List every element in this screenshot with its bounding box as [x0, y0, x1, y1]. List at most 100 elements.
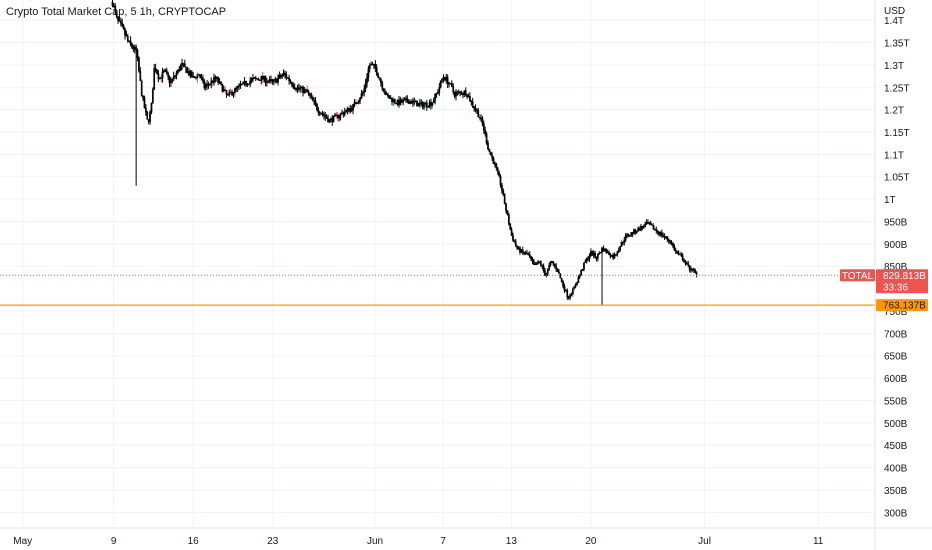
candle-body [695, 272, 698, 275]
candle-body [154, 68, 157, 71]
candle-body [208, 83, 211, 86]
candle-body [121, 23, 124, 26]
candle-body [630, 232, 633, 236]
candle-body [232, 92, 235, 96]
candle-body [361, 92, 364, 94]
candle-body [417, 103, 420, 107]
candle-body [380, 79, 382, 84]
candle-body [418, 103, 421, 105]
candle-body [521, 249, 524, 253]
candle-body [128, 40, 131, 42]
candle-body [633, 229, 635, 235]
candle-body [149, 112, 151, 122]
candle-body [548, 265, 551, 269]
candle-body [328, 119, 331, 123]
candle-body [410, 100, 413, 104]
price-axis[interactable]: USD 1.4T 1.35T 1.3T 1.25T 1.2T 1.15T 1.1T 1.05T… [884, 6, 910, 519]
candle-body [164, 70, 167, 72]
symbol-tag [840, 269, 875, 282]
candle-body [199, 74, 201, 78]
candle-body [441, 78, 443, 81]
candle-body [156, 69, 158, 74]
candle-body [274, 78, 277, 81]
candle-body [571, 288, 574, 295]
candle-body [332, 115, 335, 123]
candle-body [563, 286, 566, 291]
candle-body [559, 273, 562, 279]
candle-body [663, 236, 666, 238]
candle-body [211, 80, 214, 83]
y-tick-label: 350B [884, 486, 908, 497]
candle-body [687, 263, 690, 266]
candle-body [660, 232, 663, 236]
x-tick-label: May [13, 536, 32, 547]
candle-body [375, 67, 378, 75]
y-tick-label: 300B [884, 508, 908, 519]
candle-body [445, 77, 448, 81]
candle-body [677, 253, 680, 255]
candle-body [284, 72, 286, 75]
x-tick-label: 16 [188, 536, 200, 547]
candle-body [263, 76, 265, 80]
candle-body [371, 64, 374, 66]
candle-body [494, 163, 496, 165]
candle-body [649, 222, 652, 225]
candle-body [256, 78, 258, 80]
candle-body [203, 80, 206, 88]
candle-body [370, 64, 373, 66]
candle-body [533, 261, 535, 265]
y-tick-label: 500B [884, 419, 908, 430]
candle-body [692, 268, 695, 271]
candle-body [171, 78, 174, 82]
candle-body [374, 63, 377, 68]
candle-body [398, 99, 400, 106]
candle-body [638, 227, 641, 231]
candle-body [640, 226, 642, 231]
y-tick-label: 750B [884, 307, 908, 318]
candle-body [476, 109, 478, 111]
candle-body [473, 106, 475, 109]
candle-body [396, 99, 399, 104]
candle-body [464, 90, 467, 95]
candle-body [658, 231, 660, 235]
y-tick-label: 850B [884, 262, 908, 273]
candle-body [111, 2, 114, 6]
candle-body [423, 104, 425, 108]
candle-body [285, 73, 288, 78]
candle-body [253, 77, 256, 79]
candle-body [325, 116, 328, 119]
candle-body [605, 248, 608, 253]
candle-body [342, 112, 345, 115]
y-tick-label: 1.2T [884, 106, 904, 117]
candle-body [485, 133, 488, 144]
bar-countdown: 33:36 [883, 282, 908, 293]
candle-body [313, 100, 316, 102]
candle-body [562, 281, 564, 287]
candle-body [387, 93, 389, 97]
x-tick-label: 13 [506, 536, 518, 547]
candle-body [275, 78, 278, 83]
candle-body [681, 255, 684, 261]
candle-body [218, 81, 221, 83]
candle-body [606, 251, 609, 253]
candle-body [338, 116, 341, 119]
candle-body [207, 83, 210, 86]
time-axis[interactable]: May 9 16 23 Jun 7 13 20 Jul 11 [13, 536, 824, 547]
candle-body [655, 229, 658, 232]
y-tick-label: 1.4T [884, 16, 904, 27]
y-tick-label: 1.25T [884, 83, 910, 94]
candle-body [321, 113, 324, 115]
x-tick-label: 20 [585, 536, 597, 547]
candle-body [584, 260, 587, 263]
chart-title: Crypto Total Market Cap, 5 1h, CRYPTOCAP [6, 6, 227, 18]
candle-body [355, 101, 357, 104]
candle-body [662, 235, 665, 237]
candle-body [119, 20, 122, 24]
candle-body [667, 239, 670, 242]
candle-body [652, 225, 655, 230]
candle-body [352, 104, 354, 111]
candle-body [356, 102, 359, 104]
candle-body [507, 214, 510, 225]
candle-body [455, 92, 457, 97]
